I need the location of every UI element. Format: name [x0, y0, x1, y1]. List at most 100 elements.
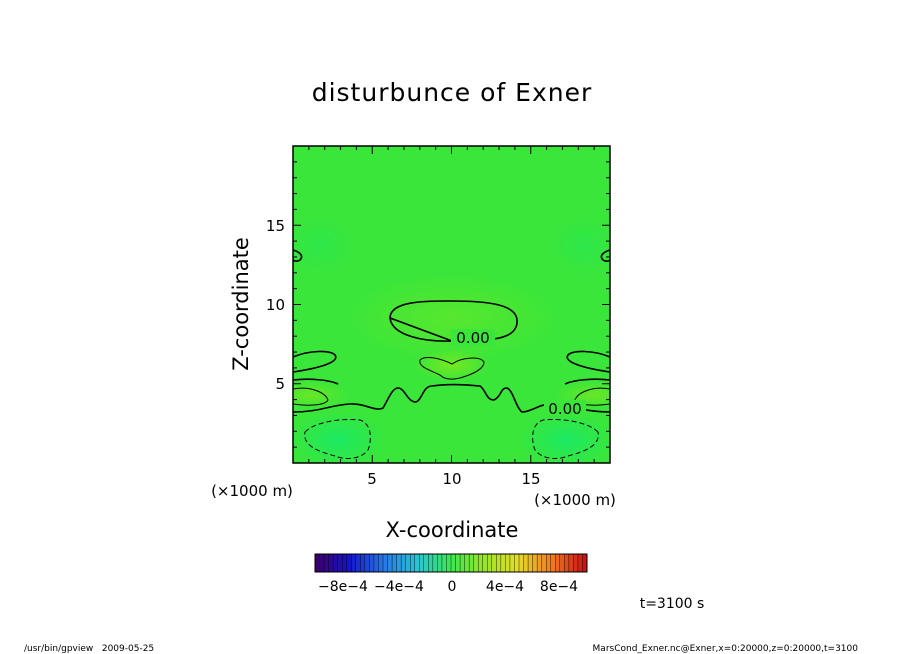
colorbar-cell [373, 553, 379, 573]
colorbar: −8e−4 −4e−4 0 4e−4 8e−4 [314, 553, 588, 595]
colorbar-tick-label-2: −4e−4 [374, 579, 424, 595]
colorbar-cell [446, 553, 452, 573]
colorbar-cell [387, 553, 393, 573]
contour-right-edge-loop [600, 249, 610, 262]
contour-upper-loop [389, 300, 518, 342]
shade-right-surface [518, 412, 610, 463]
contour-left-surface-blob [304, 419, 371, 459]
x-axis-unit: (×1000 m) [534, 491, 616, 509]
colorbar-cell [459, 553, 466, 573]
colorbar-tick-label-1: −8e−4 [318, 579, 368, 595]
time-label: t=3100 s [640, 596, 705, 612]
shade-upper-lobe [342, 273, 562, 363]
colorbar-frame [314, 553, 588, 573]
colorbar-cell [323, 553, 330, 573]
contour-label-upper: 0.00 [456, 329, 489, 347]
colorbar-cell [573, 553, 579, 573]
colorbar-cell [496, 553, 502, 573]
colorbar-tick-label-5: 8e−4 [540, 579, 578, 595]
colorbar-cell [423, 553, 429, 573]
shade-central-bump [414, 349, 490, 381]
colorbar-cell [541, 553, 547, 573]
shade-left-surface [293, 412, 386, 463]
y-tick-label-5: 5 [275, 375, 285, 393]
footer-left: /usr/bin/gpview 2009-05-25 [24, 644, 154, 654]
colorbar-cell [382, 553, 389, 573]
colorbar-cell [405, 553, 411, 573]
contour-right-lower [564, 378, 610, 385]
contour-label-bg-upper [451, 329, 495, 346]
colorbar-cell [378, 553, 384, 573]
colorbar-cell [328, 553, 334, 573]
colorbar-cell [410, 553, 416, 573]
contour-right-surface-blob [532, 419, 599, 459]
colorbar-cell [468, 553, 475, 573]
colorbar-cell [473, 553, 479, 573]
contour-right-band [566, 350, 610, 373]
footer-right: MarsCond_Exner.nc@Exner,x=0:20000,z=0:20… [593, 644, 859, 654]
colorbar-cell [360, 553, 366, 573]
colorbar-cell [555, 553, 561, 573]
x-axis-label: X-coordinate [386, 518, 519, 542]
colorbar-cell [319, 553, 325, 573]
colorbar-cell [351, 553, 357, 573]
shade-left-upper [293, 215, 355, 275]
colorbar-cell [523, 553, 529, 573]
axis-ticks [293, 146, 610, 463]
colorbar-cell [464, 553, 470, 573]
colorbar-cell [391, 553, 398, 573]
chart-title: disturbunce of Exner [312, 78, 593, 107]
x-tick-label-15: 15 [521, 470, 540, 488]
colorbar-cells [314, 553, 588, 573]
colorbar-cell [518, 553, 525, 573]
colorbar-cell [487, 553, 493, 573]
colorbar-cell [346, 553, 352, 573]
contours-solid [293, 249, 610, 413]
contour-left-band [293, 350, 337, 373]
colorbar-cell [355, 553, 361, 573]
colorbar-cell [532, 553, 538, 573]
colorbar-cell [577, 553, 583, 573]
y-tick-label-15: 15 [266, 217, 285, 235]
colorbar-cell [500, 553, 506, 573]
colorbar-cell [450, 553, 457, 573]
colorbar-cell [509, 553, 515, 573]
colorbar-cell [514, 553, 520, 573]
colorbar-cell [342, 553, 348, 573]
colorbar-cell [396, 553, 402, 573]
colorbar-cell [559, 553, 565, 573]
shade-right-upper [549, 215, 610, 275]
colorbar-cell [536, 553, 543, 573]
colorbar-cell [428, 553, 434, 573]
colorbar-cell [400, 553, 407, 573]
colorbar-cell [568, 553, 574, 573]
colorbar-cell [314, 553, 321, 573]
colorbar-cell [478, 553, 484, 573]
colorbar-cell [414, 553, 420, 573]
colorbar-cell [550, 553, 556, 573]
colorbar-cell [564, 553, 570, 573]
colorbar-cell [437, 553, 443, 573]
contour-surface-ridge [293, 383, 610, 413]
y-axis-label: Z-coordinate [229, 237, 253, 371]
plot-area: 0.00 0.00 [293, 146, 610, 463]
colorbar-cell [432, 553, 438, 573]
colorbar-cell [491, 553, 497, 573]
y-tick-label-10: 10 [266, 296, 285, 314]
y-axis-unit: (×1000 m) [211, 482, 293, 500]
colorbar-cell [364, 553, 370, 573]
colorbar-cell [546, 553, 552, 573]
contour-left-edge-loop [293, 249, 303, 262]
colorbar-cell [441, 553, 447, 573]
colorbar-tick-label-4: 4e−4 [486, 579, 524, 595]
contour-label-lower: 0.00 [548, 400, 581, 418]
colorbar-cell [505, 553, 511, 573]
contour-left-lower [293, 378, 339, 385]
colorbar-cell [527, 553, 534, 573]
colorbar-cell [332, 553, 339, 573]
contour-central-bump [419, 356, 485, 380]
x-tick-label-5: 5 [367, 470, 377, 488]
colorbar-cell [369, 553, 375, 573]
colorbar-cell [337, 553, 343, 573]
